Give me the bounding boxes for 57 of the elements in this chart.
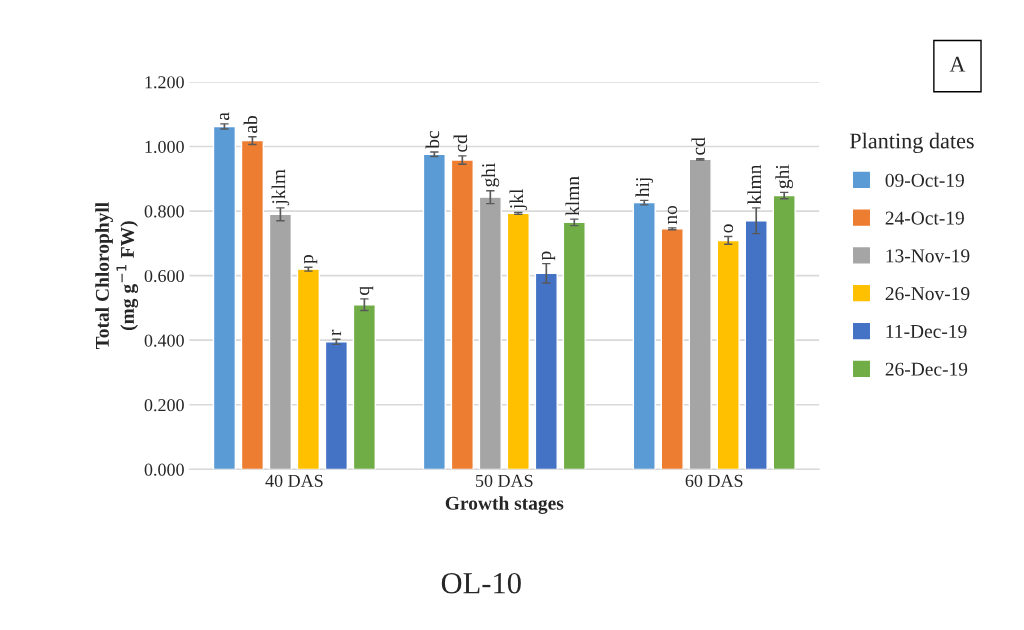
legend-title: Planting dates bbox=[849, 132, 974, 154]
data-label: bc bbox=[425, 130, 440, 149]
y-tick-label: 0.200 bbox=[144, 399, 184, 412]
bar bbox=[534, 272, 558, 470]
y-tick-label: 0.600 bbox=[144, 269, 184, 283]
data-label: ghi bbox=[775, 164, 794, 189]
data-label: r bbox=[331, 329, 342, 336]
data-label: hij bbox=[635, 178, 654, 197]
bar bbox=[450, 159, 474, 470]
data-label: p bbox=[541, 251, 556, 261]
data-label: ab bbox=[243, 115, 258, 133]
bar bbox=[324, 341, 348, 470]
x-axis-title: Growth stages bbox=[445, 496, 564, 514]
x-tick-label: 50 DAS bbox=[476, 474, 533, 487]
bar bbox=[716, 239, 740, 470]
data-label: p bbox=[303, 255, 318, 264]
x-tick-label: 40 DAS bbox=[265, 474, 323, 487]
bar bbox=[422, 153, 446, 470]
bar bbox=[660, 228, 684, 470]
bar bbox=[744, 220, 768, 470]
bar bbox=[478, 196, 502, 470]
data-label: ghi bbox=[481, 163, 500, 187]
data-label: q bbox=[359, 286, 374, 295]
data-label: no bbox=[667, 205, 678, 225]
data-label: klmn bbox=[747, 164, 761, 205]
y-tick-label: 1.000 bbox=[145, 140, 184, 153]
bar bbox=[268, 213, 293, 470]
legend-label: 13-Nov-19 bbox=[886, 249, 970, 263]
legend-label: 24-Oct-19 bbox=[885, 211, 964, 225]
legend-label: 26-Dec-19 bbox=[885, 362, 968, 376]
bar bbox=[688, 158, 712, 470]
data-label: cd bbox=[691, 137, 706, 155]
y-tick-label: 1.200 bbox=[145, 76, 184, 89]
bar bbox=[352, 303, 376, 470]
data-label: klmn bbox=[565, 176, 579, 216]
x-tick-label: 60 DAS bbox=[685, 474, 743, 487]
bar bbox=[632, 201, 656, 470]
text: OL-10 bbox=[441, 572, 521, 594]
bar bbox=[772, 194, 796, 470]
data-label: o bbox=[723, 224, 734, 233]
bar bbox=[562, 221, 586, 470]
legend-label: 09-Oct-19 bbox=[885, 173, 964, 187]
y-axis-title: Total Chlorophyll (mg g$^{−1}$ FW) bbox=[95, 202, 139, 350]
data-label: jkl bbox=[509, 188, 528, 210]
text: A bbox=[949, 56, 966, 72]
data-label: cd bbox=[453, 134, 468, 152]
data-label: jklm bbox=[271, 169, 290, 206]
bar bbox=[506, 212, 530, 470]
bar bbox=[296, 268, 321, 470]
y-tick-label: 0.400 bbox=[144, 334, 184, 347]
bar bbox=[212, 125, 237, 470]
y-tick-label: 0.800 bbox=[144, 205, 184, 218]
y-tick-label: 0.000 bbox=[144, 463, 184, 476]
data-label: a bbox=[219, 112, 230, 120]
legend-label: 11-Dec-19 bbox=[886, 324, 967, 338]
legend-label: 26-Nov-19 bbox=[885, 287, 970, 301]
bar bbox=[240, 139, 265, 470]
